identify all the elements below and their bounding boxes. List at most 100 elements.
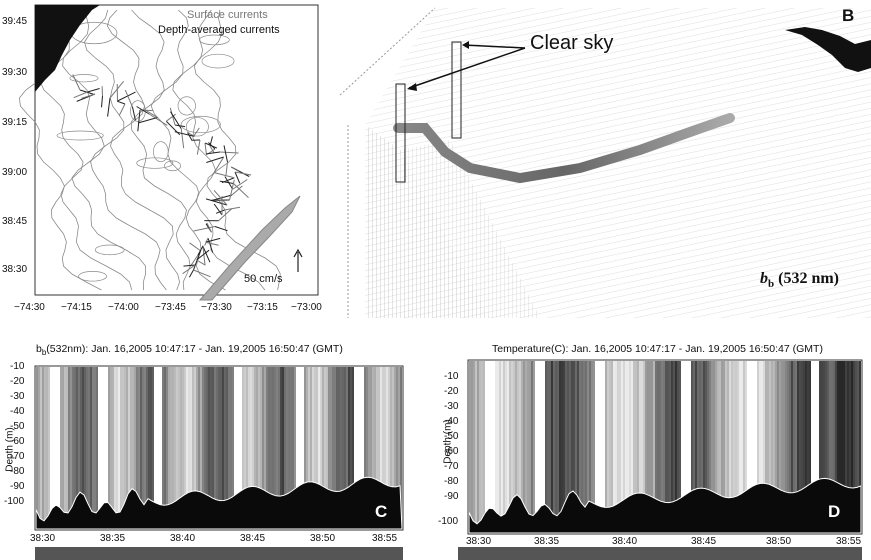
profile-strip xyxy=(70,367,72,529)
c-ytick: -20 xyxy=(10,376,25,387)
profile-strip xyxy=(657,361,659,533)
profile-strip xyxy=(222,367,224,529)
d-xtick: 38:50 xyxy=(766,536,792,547)
panel-c-title-sub: b xyxy=(41,348,47,358)
c-ytick: -90 xyxy=(10,481,25,492)
bathymetry-contour xyxy=(62,9,147,291)
profile-strip xyxy=(152,367,154,529)
profile-strip xyxy=(501,361,503,533)
profile-strip xyxy=(611,361,613,533)
current-vector xyxy=(188,269,194,278)
profile-strip xyxy=(204,367,206,529)
current-vector xyxy=(214,172,235,179)
profile-strip xyxy=(525,361,527,533)
clear-sky-arrow-2 xyxy=(408,47,526,89)
profile-strip xyxy=(310,367,312,529)
d-xtick: 38:45 xyxy=(691,536,717,547)
bathymetry-contour xyxy=(69,74,99,83)
current-vector xyxy=(218,208,233,222)
panel-c-seafloor xyxy=(35,476,403,530)
profile-strip xyxy=(763,361,765,533)
bathymetry-contour xyxy=(201,53,235,69)
clear-sky-annotation: Clear sky xyxy=(530,32,614,54)
panel-d-seafloor xyxy=(468,477,862,534)
bathymetry-contour xyxy=(56,130,104,141)
profile-strip xyxy=(609,361,611,533)
profile-strip xyxy=(783,361,785,533)
profile-strip xyxy=(695,361,697,533)
profile-strip xyxy=(198,367,200,529)
profile-strip xyxy=(112,367,114,529)
current-vector xyxy=(206,222,212,233)
profile-strip xyxy=(378,367,380,529)
profile-strip xyxy=(771,361,773,533)
current-vector xyxy=(137,109,141,132)
bathymetry-contour xyxy=(94,244,125,256)
profile-strip xyxy=(382,367,384,529)
profile-strip xyxy=(306,367,308,529)
d-xtick: 38:55 xyxy=(836,536,862,547)
profile-strip xyxy=(801,361,803,533)
profile-strip xyxy=(78,367,80,529)
profile-strip xyxy=(366,367,368,529)
d-xtick: 38:40 xyxy=(612,536,638,547)
c-xtick: 38:40 xyxy=(170,533,196,544)
current-vector xyxy=(193,127,200,137)
profile-strip xyxy=(727,361,729,533)
d-ytick: -60 xyxy=(444,446,459,457)
a-ytick: 38:45 xyxy=(2,216,28,227)
profile-strip xyxy=(547,361,549,533)
profile-strip xyxy=(567,361,569,533)
profile-strip xyxy=(124,367,126,529)
profile-strip xyxy=(473,361,475,533)
current-vector xyxy=(169,107,176,126)
profile-strip xyxy=(318,367,320,529)
profile-strip xyxy=(92,367,94,529)
profile-strip xyxy=(519,361,521,533)
profile-strip xyxy=(242,367,244,529)
profile-strip xyxy=(857,361,859,533)
profile-strip xyxy=(134,367,136,529)
profile-strip xyxy=(162,367,164,529)
profile-strip xyxy=(479,361,481,533)
profile-strip xyxy=(475,361,477,533)
a-xtick: −74:15 xyxy=(61,302,92,313)
profile-strip xyxy=(775,361,777,533)
profile-strip xyxy=(669,361,671,533)
profile-strip xyxy=(741,361,743,533)
profile-strip xyxy=(593,361,595,533)
profile-strip xyxy=(64,367,66,529)
profile-strip xyxy=(136,367,138,529)
profile-strip xyxy=(777,361,779,533)
profile-strip xyxy=(230,367,232,529)
profile-strip xyxy=(643,361,645,533)
profile-strip xyxy=(509,361,511,533)
profile-strip xyxy=(110,367,112,529)
current-vector xyxy=(205,198,228,206)
profile-strip xyxy=(561,361,563,533)
c-ytick: -80 xyxy=(10,466,25,477)
bathymetry-contour xyxy=(84,9,167,291)
clear-sky-arrowhead-1 xyxy=(462,41,469,49)
profile-strip xyxy=(719,361,721,533)
profile-strip xyxy=(138,367,140,529)
profile-strip xyxy=(571,361,573,533)
panel-c-svg xyxy=(34,365,404,560)
profile-strip xyxy=(188,367,190,529)
profile-strip xyxy=(679,361,681,533)
profile-strip xyxy=(320,367,322,529)
current-vector xyxy=(107,97,111,117)
current-vector xyxy=(233,183,249,198)
profile-strip xyxy=(477,361,479,533)
profile-strip xyxy=(499,361,501,533)
d-ytick: -50 xyxy=(444,431,459,442)
panel-d-svg xyxy=(458,359,863,560)
a-xtick: −73:45 xyxy=(155,302,186,313)
profile-strip xyxy=(737,361,739,533)
profile-strip xyxy=(505,361,507,533)
profile-strip xyxy=(731,361,733,533)
profile-strip xyxy=(268,367,270,529)
scale-arrow-head xyxy=(293,248,303,258)
profile-strip xyxy=(324,367,326,529)
profile-strip xyxy=(262,367,264,529)
